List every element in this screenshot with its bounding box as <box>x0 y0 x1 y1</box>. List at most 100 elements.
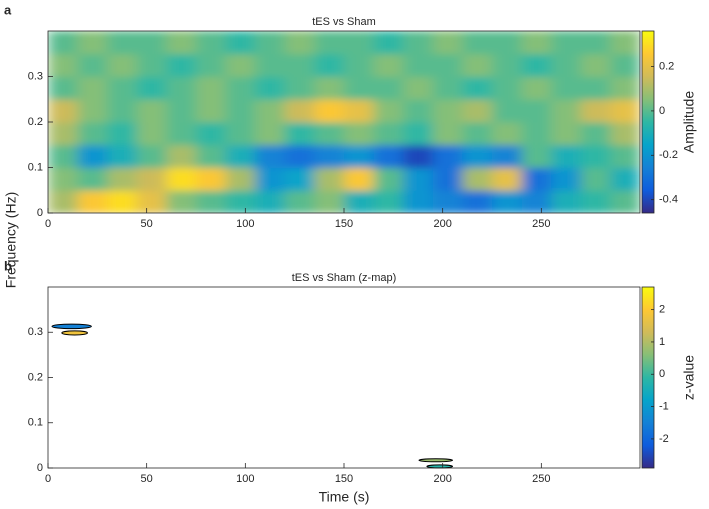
heatmap-cell <box>551 122 582 146</box>
heatmap-cell <box>580 190 611 213</box>
heatmap-cell <box>521 122 552 146</box>
heatmap-cell <box>373 167 404 191</box>
heatmap-cell <box>344 167 375 191</box>
colorbar-label: Amplitude <box>681 91 697 153</box>
panel-label: a <box>4 2 12 17</box>
heatmap-cell <box>255 144 286 168</box>
heatmap-cell <box>107 190 138 213</box>
heatmap-cell <box>432 99 463 123</box>
heatmap-cell <box>521 144 552 168</box>
heatmap-cell <box>77 76 108 100</box>
heatmap-cell <box>48 99 79 123</box>
colorbar-tick-label: -2 <box>659 433 669 445</box>
heatmap-cell <box>314 31 345 55</box>
heatmap-cell <box>373 53 404 77</box>
heatmap-cell <box>225 144 256 168</box>
heatmap-cell <box>136 31 167 55</box>
x-tick-label: 100 <box>236 473 254 485</box>
heatmap-cell <box>255 190 286 213</box>
heatmap-cell <box>48 144 79 168</box>
heatmap-cell <box>314 144 345 168</box>
heatmap-cell <box>610 76 640 100</box>
heatmap-cell <box>492 190 523 213</box>
heatmap-cell <box>166 167 197 191</box>
heatmap-cell <box>284 122 315 146</box>
colorbar <box>641 286 655 469</box>
heatmap-cell <box>521 190 552 213</box>
y-tick-label: 0 <box>37 462 43 474</box>
heatmap-cell <box>462 122 493 146</box>
heatmap-cell <box>255 167 286 191</box>
heatmap-cell <box>136 53 167 77</box>
x-tick-label: 200 <box>433 473 451 485</box>
heatmap-cell <box>403 31 434 55</box>
heatmap-cell <box>432 31 463 55</box>
heatmap-cell <box>610 99 640 123</box>
heatmap-cell <box>48 76 79 100</box>
heatmap-cell <box>314 167 345 191</box>
heatmap-cell <box>462 99 493 123</box>
heatmap-cell <box>492 99 523 123</box>
panel-title: tES vs Sham (z-map) <box>292 272 397 284</box>
heatmap-cell <box>284 53 315 77</box>
cluster <box>426 464 454 469</box>
heatmap-cell <box>166 53 197 77</box>
heatmap-cell <box>521 99 552 123</box>
heatmap-cell <box>403 53 434 77</box>
heatmap-cell <box>373 31 404 55</box>
heatmap-cell <box>551 144 582 168</box>
heatmap-cell <box>492 167 523 191</box>
heatmap-cell <box>225 76 256 100</box>
heatmap-cell <box>107 99 138 123</box>
heatmap-cell <box>255 122 286 146</box>
heatmap-cell <box>344 122 375 146</box>
heatmap-cell <box>580 99 611 123</box>
heatmap-cell <box>344 31 375 55</box>
heatmap-cell <box>196 167 227 191</box>
x-tick-label: 100 <box>236 218 254 230</box>
panel-label: b <box>4 258 12 273</box>
heatmap-cell <box>225 53 256 77</box>
heatmap-cell <box>314 99 345 123</box>
colorbar-tick-label: 2 <box>659 304 665 316</box>
heatmap-cell <box>610 122 640 146</box>
heatmap-cell <box>225 190 256 213</box>
heatmap-cell <box>107 76 138 100</box>
heatmap-cell <box>196 31 227 55</box>
heatmap-cell <box>580 144 611 168</box>
heatmap-cell <box>255 99 286 123</box>
y-tick-label: 0.1 <box>28 417 43 429</box>
x-tick-label: 150 <box>335 218 353 230</box>
heatmap-cell <box>610 167 640 191</box>
y-tick-label: 0.1 <box>28 161 43 173</box>
heatmap-cell <box>580 53 611 77</box>
heatmap-cell <box>225 31 256 55</box>
heatmap-cell <box>196 122 227 146</box>
heatmap-cell <box>225 99 256 123</box>
heatmap-cell <box>136 76 167 100</box>
heatmap-cell <box>48 122 79 146</box>
heatmap-cell <box>166 122 197 146</box>
panel-title: tES vs Sham <box>312 16 376 28</box>
heatmap-cell <box>284 76 315 100</box>
heatmap-cell <box>432 53 463 77</box>
heatmap-cell <box>492 31 523 55</box>
heatmap-cell <box>77 31 108 55</box>
heatmap-cell <box>48 167 79 191</box>
heatmap-cell <box>521 53 552 77</box>
heatmap-cell <box>492 122 523 146</box>
heatmap-cell <box>373 190 404 213</box>
heatmap-cell <box>77 190 108 213</box>
x-tick-label: 0 <box>45 218 51 230</box>
heatmap-cell <box>136 167 167 191</box>
heatmap-cell <box>580 167 611 191</box>
heatmap-cell <box>580 122 611 146</box>
heatmap-cell <box>492 76 523 100</box>
heatmap-cell <box>48 53 79 77</box>
heatmap-cell <box>403 190 434 213</box>
heatmap-cell <box>196 190 227 213</box>
heatmap-cell <box>225 167 256 191</box>
heatmap-cell <box>107 31 138 55</box>
heatmap-cell <box>314 76 345 100</box>
